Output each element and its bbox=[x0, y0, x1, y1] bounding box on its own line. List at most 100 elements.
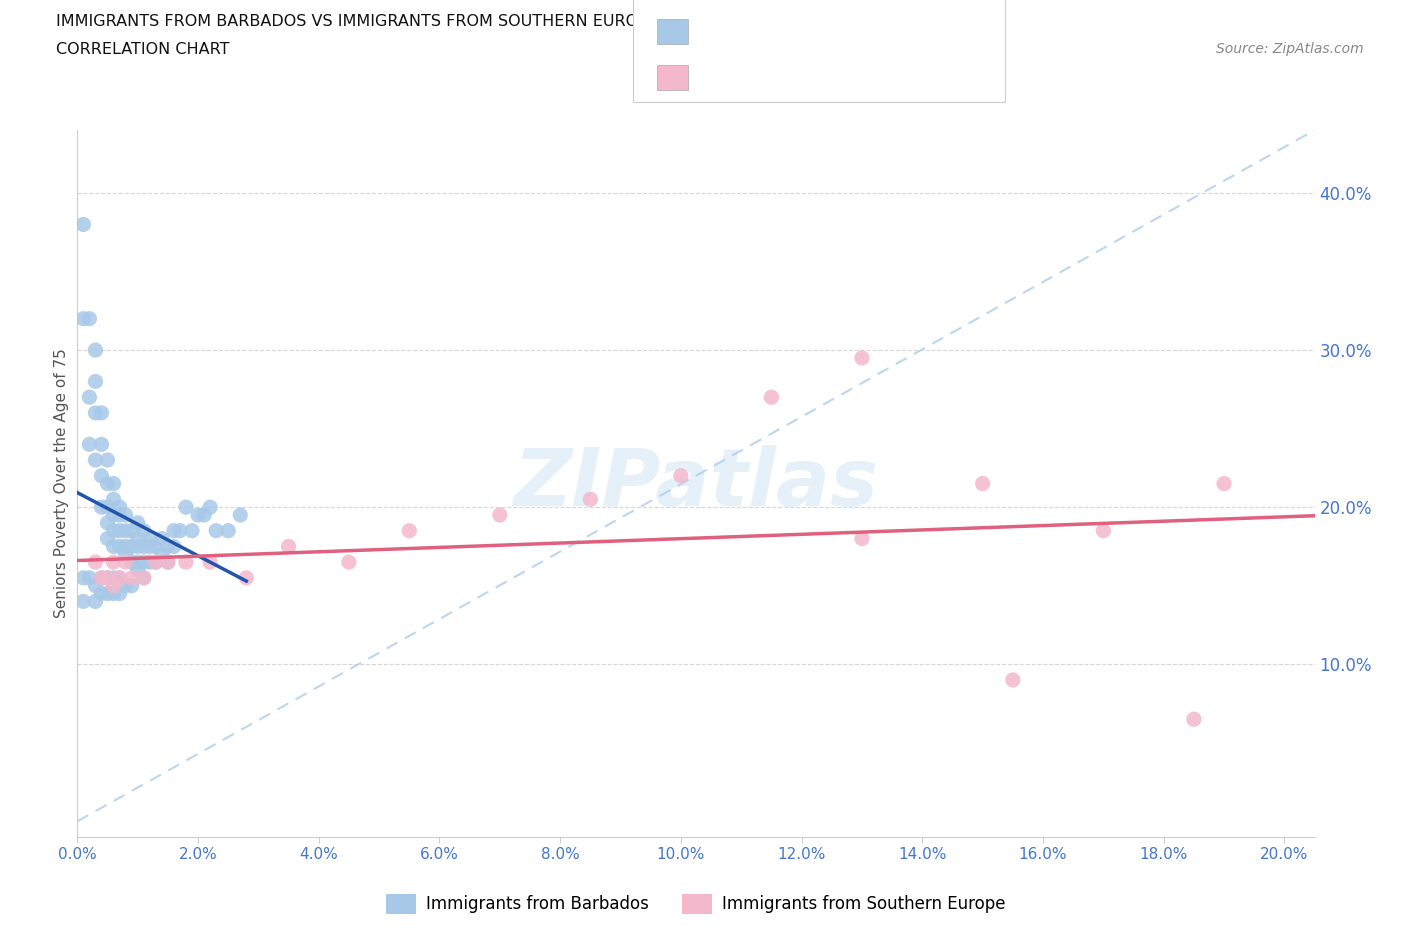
Point bbox=[150, 531, 173, 546]
Point bbox=[114, 524, 136, 538]
Point bbox=[108, 570, 131, 585]
Point bbox=[277, 539, 299, 554]
Point bbox=[174, 499, 197, 514]
Point bbox=[187, 508, 209, 523]
Point bbox=[132, 524, 155, 538]
Point bbox=[121, 578, 143, 593]
Point bbox=[114, 508, 136, 523]
Point bbox=[337, 554, 360, 569]
Point bbox=[127, 554, 149, 569]
Point bbox=[103, 476, 125, 491]
Point bbox=[761, 390, 783, 405]
Point bbox=[851, 531, 873, 546]
Point bbox=[145, 554, 167, 569]
Point bbox=[127, 563, 149, 578]
Point bbox=[84, 594, 107, 609]
Point bbox=[103, 508, 125, 523]
Point bbox=[1092, 524, 1115, 538]
Point bbox=[127, 531, 149, 546]
Point bbox=[72, 217, 94, 232]
Point bbox=[96, 570, 118, 585]
Point bbox=[72, 594, 94, 609]
Point bbox=[132, 554, 155, 569]
Point bbox=[972, 476, 994, 491]
Point bbox=[103, 539, 125, 554]
Point bbox=[108, 586, 131, 601]
Point bbox=[217, 524, 239, 538]
Point bbox=[121, 539, 143, 554]
Point bbox=[103, 570, 125, 585]
Point bbox=[108, 539, 131, 554]
Point bbox=[114, 547, 136, 562]
Point bbox=[156, 539, 179, 554]
Point bbox=[79, 390, 101, 405]
Y-axis label: Seniors Poverty Over the Age of 75: Seniors Poverty Over the Age of 75 bbox=[53, 349, 69, 618]
Point bbox=[121, 570, 143, 585]
Point bbox=[84, 453, 107, 468]
Point bbox=[127, 515, 149, 530]
Point bbox=[132, 570, 155, 585]
Point bbox=[96, 515, 118, 530]
Text: N =: N = bbox=[821, 10, 860, 29]
Text: 0.139: 0.139 bbox=[744, 10, 800, 29]
Point bbox=[193, 508, 215, 523]
Point bbox=[108, 499, 131, 514]
Point bbox=[156, 554, 179, 569]
Point bbox=[669, 469, 692, 484]
Point bbox=[229, 508, 252, 523]
Point bbox=[198, 554, 221, 569]
Point bbox=[127, 539, 149, 554]
Point bbox=[90, 437, 112, 452]
Point bbox=[84, 374, 107, 389]
Point bbox=[84, 578, 107, 593]
Point bbox=[96, 453, 118, 468]
Text: N =: N = bbox=[821, 60, 860, 77]
Point bbox=[139, 531, 162, 546]
Point bbox=[103, 524, 125, 538]
Text: R =: R = bbox=[699, 60, 738, 77]
Point bbox=[90, 586, 112, 601]
Point bbox=[1182, 711, 1205, 726]
Point bbox=[488, 508, 510, 523]
Point bbox=[108, 524, 131, 538]
Point bbox=[79, 312, 101, 326]
Point bbox=[103, 586, 125, 601]
Point bbox=[84, 554, 107, 569]
Legend: Immigrants from Barbados, Immigrants from Southern Europe: Immigrants from Barbados, Immigrants fro… bbox=[380, 887, 1012, 921]
Point bbox=[90, 570, 112, 585]
Point bbox=[145, 539, 167, 554]
Point bbox=[103, 578, 125, 593]
Point bbox=[163, 524, 186, 538]
Point bbox=[84, 342, 107, 357]
Point bbox=[114, 554, 136, 569]
Point bbox=[72, 570, 94, 585]
Point bbox=[121, 524, 143, 538]
Point bbox=[181, 524, 204, 538]
Point bbox=[150, 547, 173, 562]
Point bbox=[96, 531, 118, 546]
Point bbox=[169, 524, 191, 538]
Point bbox=[163, 539, 186, 554]
Text: 28: 28 bbox=[868, 60, 893, 77]
Point bbox=[132, 570, 155, 585]
Point bbox=[96, 499, 118, 514]
Point bbox=[205, 524, 228, 538]
Point bbox=[90, 469, 112, 484]
Point bbox=[398, 524, 420, 538]
Point bbox=[198, 499, 221, 514]
Point bbox=[156, 554, 179, 569]
Point bbox=[96, 570, 118, 585]
Text: 78: 78 bbox=[868, 10, 893, 29]
Text: 0.355: 0.355 bbox=[744, 60, 800, 77]
Point bbox=[1213, 476, 1236, 491]
Point bbox=[235, 570, 257, 585]
Point bbox=[174, 554, 197, 569]
Point bbox=[90, 570, 112, 585]
Point bbox=[103, 492, 125, 507]
Point bbox=[72, 312, 94, 326]
Point bbox=[90, 499, 112, 514]
Point bbox=[108, 570, 131, 585]
Point bbox=[114, 578, 136, 593]
Text: R =: R = bbox=[699, 10, 738, 29]
Point bbox=[1001, 672, 1024, 687]
